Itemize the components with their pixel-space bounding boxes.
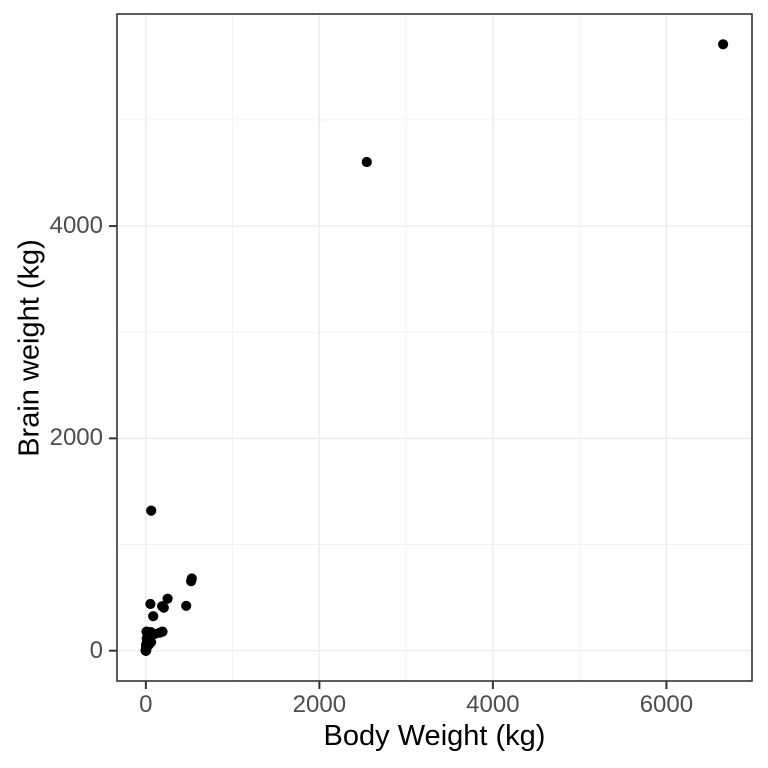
data-point — [146, 505, 157, 516]
x-tick-label: 4000 — [466, 691, 520, 718]
data-point — [148, 611, 159, 622]
data-point — [361, 156, 372, 168]
data-point — [186, 576, 197, 587]
data-points — [140, 39, 729, 656]
grid-minor-lines — [117, 14, 752, 681]
y-tick-label: 4000 — [49, 212, 103, 240]
data-point — [162, 593, 173, 604]
data-point — [181, 600, 192, 611]
x-tick-label: 6000 — [639, 691, 694, 718]
axis-tick-marks — [109, 225, 668, 689]
y-tick-label: 2000 — [49, 424, 103, 452]
data-point — [157, 626, 168, 637]
data-point — [145, 598, 156, 610]
plot-panel-border — [116, 13, 753, 682]
y-tick-label: 0 — [89, 636, 103, 664]
x-tick-label: 2000 — [292, 691, 347, 718]
grid-major-lines — [117, 14, 752, 681]
x-axis-title: Body Weight (kg) — [323, 720, 546, 752]
data-point — [141, 643, 152, 655]
data-point — [145, 627, 156, 638]
y-axis-title: Brain weight (kg) — [13, 238, 46, 457]
data-point — [718, 39, 729, 50]
data-point — [158, 602, 169, 613]
x-tick-label: 0 — [139, 691, 153, 718]
plot-panel-background — [117, 14, 752, 681]
